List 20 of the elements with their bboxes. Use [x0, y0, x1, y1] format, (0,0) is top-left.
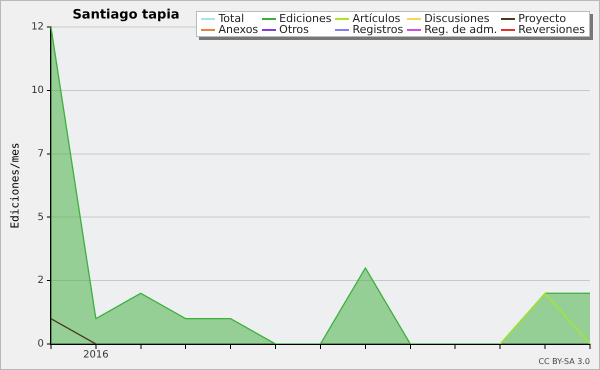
y-tick-label: 0 [38, 338, 44, 350]
chart-title: Santiago tapia [72, 7, 180, 22]
legend-label: Total [217, 12, 246, 25]
y-axis-title: Ediciones/mes [8, 142, 22, 229]
y-tick-label: 2 [38, 275, 44, 286]
legend-label: Discusiones [423, 12, 490, 25]
legend-label: Proyecto [517, 12, 566, 25]
legend-label: Otros [278, 23, 310, 36]
x-tick-label: 2016 [83, 350, 109, 361]
text: CC BY-SA 3.0 [538, 357, 590, 366]
legend-label: Ediciones [278, 12, 332, 25]
y-tick-label: 7 [38, 148, 44, 160]
y-tick-label: 5 [38, 212, 44, 223]
legend-label: Reversiones [517, 23, 585, 36]
legend-label: Artículos [351, 12, 400, 25]
legend-label: Reg. de adm. [423, 23, 498, 36]
legend-label: Anexos [217, 23, 258, 36]
y-tick-label: 10 [31, 84, 44, 96]
y-tick-label: 12 [31, 22, 44, 33]
legend-label: Registros [351, 23, 404, 36]
